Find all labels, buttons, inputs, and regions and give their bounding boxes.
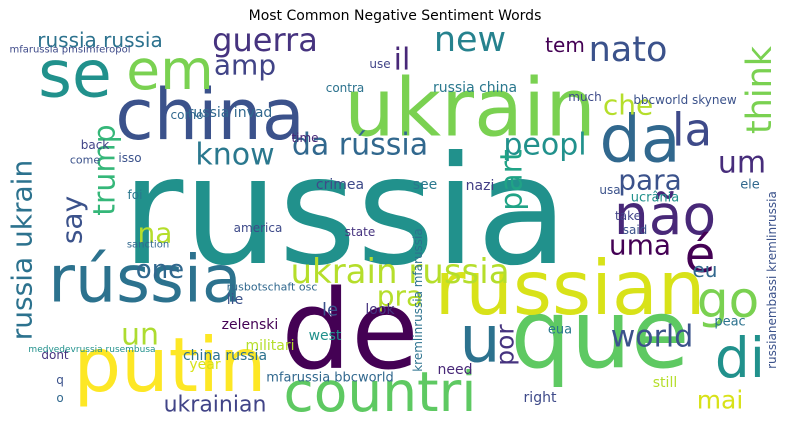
word: still [653,375,677,391]
word: amp [214,49,276,82]
word: russia china [433,80,517,96]
word: tem [545,33,585,57]
word: il [394,43,411,78]
word: ucrânia [631,191,680,206]
word: world [611,320,694,355]
word: use [369,57,390,71]
word: le [322,300,338,321]
word: think [740,45,780,134]
word: take [615,209,641,223]
word: russia [122,125,569,299]
chart-title: Most Common Negative Sentiment Words [249,8,542,24]
word: mfarussia pmsimferopol [9,45,130,56]
word: part [495,149,530,211]
word: contra [326,81,365,95]
word: look [365,302,395,318]
word: nazi [466,178,495,194]
word: ukrain russia [290,252,509,292]
word: não [614,183,716,247]
word: rússia [48,243,242,318]
word: nato [589,30,668,70]
word: foi [128,188,143,202]
word: russianembassi kremlinrussia [765,191,779,369]
word: much [568,90,602,104]
word: west [309,328,342,344]
word: peac [714,315,745,330]
word: peopl [503,128,586,163]
word: russian [435,244,706,332]
word: eu [693,258,718,282]
word: pra [377,280,423,313]
word: de [281,266,419,394]
word: rusbotschaft osc [227,281,318,294]
word: dont [41,348,69,362]
word: need [438,362,473,378]
word: time [291,131,318,145]
word: di [715,326,765,390]
word: un [121,318,159,353]
word: uma [609,229,671,262]
word: russia ukrain [6,160,39,340]
word: right [524,390,557,406]
word: na [138,217,173,250]
word: say [56,196,89,244]
word: state [345,225,375,239]
word: mai [697,386,744,415]
word: o [56,391,63,405]
word: lie [227,292,243,308]
word: che [603,89,653,122]
word: da rússia [292,128,428,163]
word: said [623,223,648,237]
word: como [171,108,204,122]
word: da [599,103,680,178]
word: que [511,280,690,390]
word: sanction [127,240,169,251]
word: para [618,164,682,197]
word: um [718,146,766,181]
word: come [70,154,100,167]
word: russia russia [37,28,162,52]
word: america [234,221,283,235]
word: eua [548,323,572,338]
word: medvedevrussia rusembusa [28,345,155,355]
word: por [491,324,520,366]
word: know [195,138,274,173]
word: trump [88,124,123,215]
word: china russia [183,348,267,364]
word: china [115,74,305,156]
word: é [685,226,716,284]
word: go [697,271,759,329]
word: back [81,138,110,152]
word: em [126,38,213,102]
word: usa [599,183,620,197]
word: u [459,303,500,378]
word: la [672,104,712,157]
word: year [189,357,220,373]
word: crimea [316,177,364,193]
word: q [56,373,64,387]
word: militari [245,338,294,354]
word: countri [283,360,476,424]
word: ukrain [344,62,596,155]
word: kremlinrussia mfarussia [411,228,425,372]
word: isso [118,151,141,165]
word: one [136,255,184,285]
word: se [38,38,112,113]
word: see [413,177,438,193]
word: ele [740,178,760,193]
word: guerra [212,21,318,59]
word: russia invad [188,105,273,121]
word: putin [74,321,267,409]
word: mfarussia bbcworld [266,371,394,386]
word: bbcworld skynew [633,93,737,107]
word: zelenski [222,317,279,333]
word: ukrainian [164,393,267,418]
word: new [434,20,506,60]
